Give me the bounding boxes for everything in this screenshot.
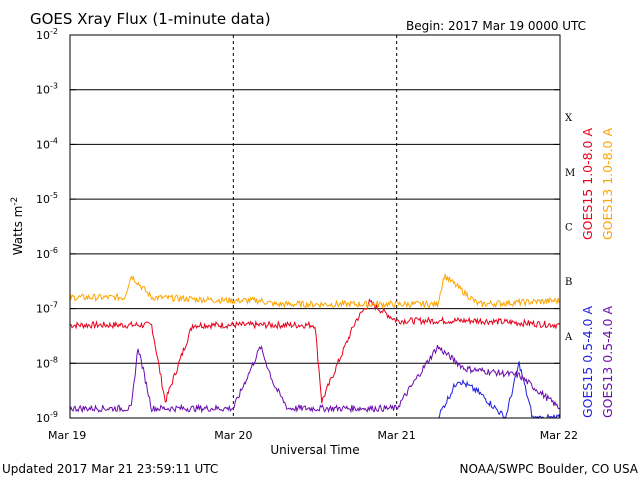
legend-entry: GOES13 1.0-8.0 A (600, 128, 615, 240)
series-layer (69, 273, 561, 419)
x-tick-label: Mar 21 (378, 429, 416, 442)
x-tick-labels: Mar 19 Mar 20 Mar 21 Mar 22 (48, 429, 578, 442)
series-line (69, 344, 561, 414)
y-tick-label: 10-5 (36, 191, 58, 206)
vertical-gridlines (232, 35, 398, 418)
credit-label: NOAA/SWPC Boulder, CO USA (460, 462, 639, 476)
flare-class-label: C (565, 223, 573, 234)
flare-class-labels: A B C M X (564, 113, 575, 343)
y-tick-base: 10 (36, 193, 50, 206)
y-tick-label: 10-6 (36, 246, 58, 261)
y-tick-base: 10 (36, 138, 50, 151)
begin-label: Begin: 2017 Mar 19 0000 UTC (406, 19, 586, 33)
y-tick-base: 10 (36, 357, 50, 370)
y-tick-exponent: -5 (50, 191, 58, 200)
x-tick-label: Mar 20 (214, 429, 252, 442)
legend-entry: GOES13 0.5-4.0 A (600, 306, 615, 418)
flare-class-label: B (565, 277, 572, 288)
y-tick-base: 10 (36, 29, 50, 42)
x-tick-label: Mar 19 (48, 429, 86, 442)
plot-frame (69, 34, 561, 419)
y-tick-label: 10-3 (36, 82, 58, 97)
series-line (69, 273, 561, 310)
y-tick-exponent: -2 (50, 27, 58, 36)
y-tick-exponent: -7 (50, 301, 58, 310)
series-line (69, 298, 561, 404)
y-tick-exponent: -3 (50, 82, 58, 91)
y-tick-labels: 10-910-810-710-610-510-410-310-2 (36, 27, 58, 425)
legend: GOES15 1.0-8.0 A GOES13 1.0-8.0 A GOES15 0… (580, 128, 615, 418)
legend-entry: GOES15 0.5-4.0 A (580, 306, 595, 418)
flare-class-label: X (565, 113, 573, 124)
x-axis-label: Universal Time (270, 443, 359, 457)
series-line (437, 361, 561, 419)
flare-class-label: A (564, 332, 573, 343)
y-tick-base: 10 (36, 412, 50, 425)
y-axis-label: Watts m-2 (10, 197, 25, 256)
y-tick-label: 10-4 (36, 136, 58, 151)
y-tick-label: 10-8 (36, 355, 58, 370)
y-tick-base: 10 (36, 303, 50, 316)
y-tick-base: 10 (36, 248, 50, 261)
y-tick-exponent: -9 (50, 410, 58, 419)
x-tick-label: Mar 22 (540, 429, 578, 442)
y-tick-label: 10-9 (36, 410, 58, 425)
y-tick-exponent: -4 (50, 136, 58, 145)
chart-title: GOES Xray Flux (1-minute data) (30, 10, 271, 28)
y-axis-label-exponent: -2 (10, 197, 20, 206)
flare-class-label: M (565, 168, 575, 179)
y-axis-label-text: Watts m (11, 206, 25, 256)
updated-timestamp: Updated 2017 Mar 21 23:59:11 UTC (2, 462, 218, 476)
legend-entry: GOES15 1.0-8.0 A (580, 128, 595, 240)
y-tick-exponent: -8 (50, 355, 58, 364)
y-tick-base: 10 (36, 84, 50, 97)
y-tick-exponent: -6 (50, 246, 58, 255)
horizontal-gridlines (70, 34, 560, 419)
y-tick-label: 10-7 (36, 301, 58, 316)
y-tick-label: 10-2 (36, 27, 58, 42)
